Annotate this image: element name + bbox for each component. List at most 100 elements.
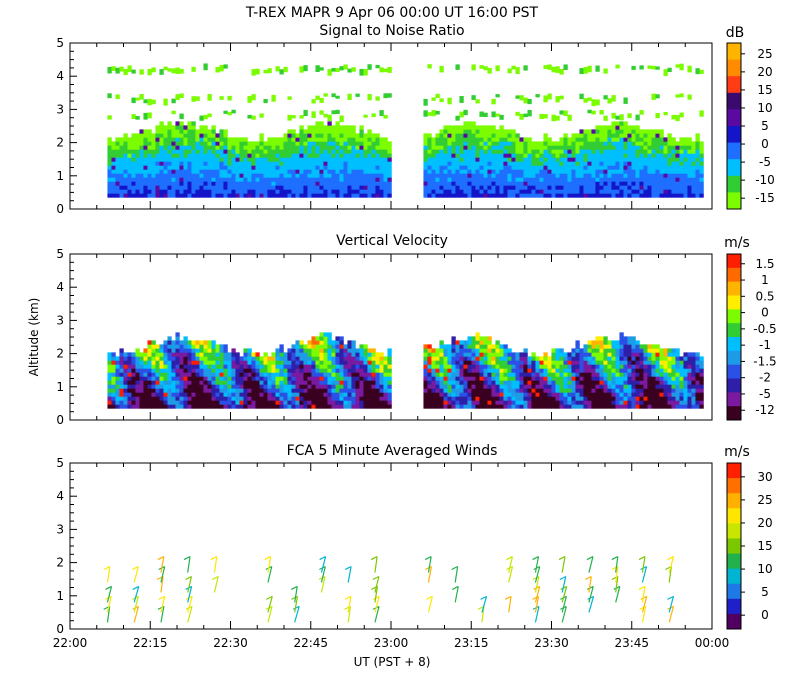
field-cell xyxy=(379,372,384,377)
field-cell xyxy=(351,169,356,174)
field-cell xyxy=(299,177,304,182)
field-cell xyxy=(323,165,328,170)
field-cell xyxy=(507,149,512,154)
field-cell xyxy=(491,376,496,381)
field-cell xyxy=(303,177,308,182)
field-cell xyxy=(447,344,452,349)
field-cell xyxy=(455,356,460,361)
field-cell xyxy=(659,360,664,365)
field-cell xyxy=(423,189,428,194)
field-cell xyxy=(139,165,144,170)
field-cell xyxy=(343,177,348,182)
field-cell xyxy=(563,173,568,178)
field-cell xyxy=(203,133,208,138)
field-cell xyxy=(575,396,580,401)
clutter-cell xyxy=(587,65,592,73)
field-cell xyxy=(643,396,648,401)
field-cell xyxy=(427,189,432,194)
field-cell xyxy=(615,404,620,409)
field-cell xyxy=(459,352,464,357)
field-cell xyxy=(615,157,620,162)
field-cell xyxy=(175,360,180,365)
field-cell xyxy=(471,388,476,393)
field-cell xyxy=(687,384,692,389)
field-cell xyxy=(687,145,692,150)
field-cell xyxy=(591,368,596,373)
field-cell xyxy=(135,169,140,174)
field-cell xyxy=(291,177,296,182)
field-cell xyxy=(359,352,364,357)
field-cell xyxy=(359,169,364,174)
field-cell xyxy=(371,133,376,138)
field-cell xyxy=(667,368,672,373)
field-cell xyxy=(491,149,496,154)
field-cell xyxy=(443,125,448,130)
field-cell xyxy=(435,352,440,357)
field-cell xyxy=(451,181,456,186)
field-cell xyxy=(231,157,236,162)
field-cell xyxy=(563,352,568,357)
field-cell xyxy=(319,340,324,345)
field-cell xyxy=(663,149,668,154)
field-cell xyxy=(383,396,388,401)
field-cell xyxy=(671,189,676,194)
field-cell xyxy=(495,133,500,138)
field-cell xyxy=(507,153,512,158)
field-cell xyxy=(447,404,452,409)
field-cell xyxy=(507,388,512,393)
y-tick-label: 0 xyxy=(56,202,64,216)
field-cell xyxy=(479,129,484,134)
field-cell xyxy=(239,141,244,146)
field-cell xyxy=(619,332,624,337)
field-cell xyxy=(643,141,648,146)
field-cell xyxy=(551,384,556,389)
field-cell xyxy=(527,181,532,186)
field-cell xyxy=(427,392,432,397)
field-cell xyxy=(423,185,428,190)
field-cell xyxy=(235,181,240,186)
field-cell xyxy=(691,388,696,393)
field-cell xyxy=(295,384,300,389)
field-cell xyxy=(279,396,284,401)
field-cell xyxy=(595,133,600,138)
field-cell xyxy=(579,141,584,146)
field-cell xyxy=(131,157,136,162)
field-cell xyxy=(599,157,604,162)
field-cell xyxy=(151,173,156,178)
field-cell xyxy=(163,364,168,369)
field-cell xyxy=(699,153,704,158)
field-cell xyxy=(151,133,156,138)
field-cell xyxy=(683,181,688,186)
field-cell xyxy=(307,129,312,134)
field-cell xyxy=(471,161,476,166)
field-cell xyxy=(143,141,148,146)
field-cell xyxy=(699,368,704,373)
field-cell xyxy=(119,185,124,190)
field-cell xyxy=(123,145,128,150)
field-cell xyxy=(475,177,480,182)
field-cell xyxy=(143,348,148,353)
field-cell xyxy=(639,189,644,194)
velocity-title: Vertical Velocity xyxy=(336,233,448,249)
field-cell xyxy=(119,400,124,405)
field-cell xyxy=(651,165,656,170)
field-cell xyxy=(535,376,540,381)
field-cell xyxy=(659,364,664,369)
field-cell xyxy=(567,364,572,369)
field-cell xyxy=(619,404,624,409)
field-cell xyxy=(487,153,492,158)
field-cell xyxy=(627,145,632,150)
field-cell xyxy=(183,161,188,166)
field-cell xyxy=(171,380,176,385)
field-cell xyxy=(647,360,652,365)
field-cell xyxy=(147,133,152,138)
field-cell xyxy=(179,193,184,198)
field-cell xyxy=(515,169,520,174)
field-cell xyxy=(655,384,660,389)
field-cell xyxy=(539,173,544,178)
field-cell xyxy=(683,352,688,357)
field-cell xyxy=(663,157,668,162)
field-cell xyxy=(503,181,508,186)
field-cell xyxy=(207,165,212,170)
clutter-cell xyxy=(663,112,668,116)
